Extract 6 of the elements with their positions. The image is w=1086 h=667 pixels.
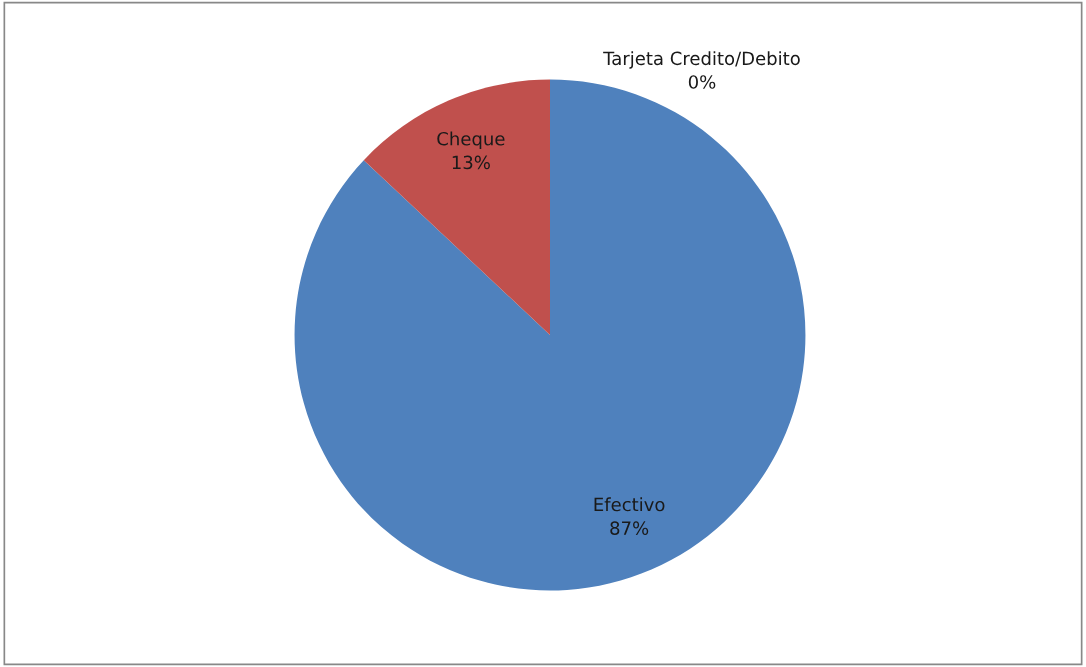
category-label: Tarjeta Credito/Debito [603,51,800,69]
data-label: 87% [610,521,649,535]
slice-label: Cheque [437,131,505,150]
data-label: 13% [452,155,490,170]
slice-label: Efectivo [594,497,665,512]
text: 0% [688,75,716,89]
